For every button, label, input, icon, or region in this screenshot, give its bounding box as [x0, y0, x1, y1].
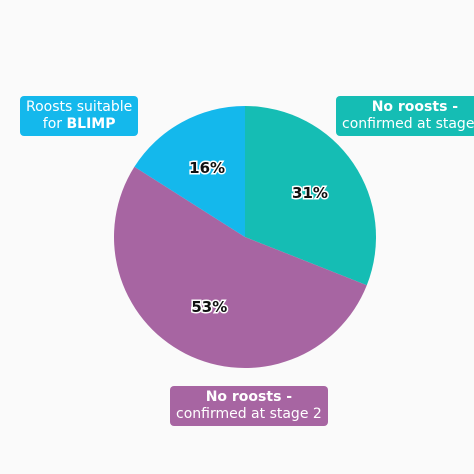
callout-blimp-line2: for BLIMP	[26, 116, 132, 133]
pie-slice-label-1: 31%	[292, 184, 328, 202]
callout-blimp-line2-bold: BLIMP	[66, 116, 116, 132]
callout-stage1-line1: No roosts -	[371, 99, 459, 115]
pie-slice-labels: 31% 53% 16%	[188, 158, 330, 318]
pie-slices	[113, 106, 376, 369]
pie-slice-3	[134, 106, 245, 237]
pie-slice-label-3: 16%	[189, 159, 225, 177]
callout-stage2: No roosts - confirmed at stage 2	[170, 386, 328, 426]
callout-stage2-line1: No roosts -	[205, 389, 293, 405]
callout-stage2-line2: confirmed at stage 2	[176, 406, 322, 422]
callout-stage1: No roosts - confirmed at stage 1	[336, 96, 474, 136]
callout-blimp-line1: Roosts suitable	[26, 99, 133, 115]
pie-slice-1	[245, 106, 376, 286]
pie-slice-label-2: 53%	[191, 298, 227, 316]
callout-blimp: Roosts suitable for BLIMP	[20, 96, 139, 136]
callout-stage1-line2: confirmed at stage 1	[342, 116, 474, 132]
pie-slice-2	[113, 166, 367, 369]
callout-blimp-line2-prefix: for	[42, 116, 67, 132]
